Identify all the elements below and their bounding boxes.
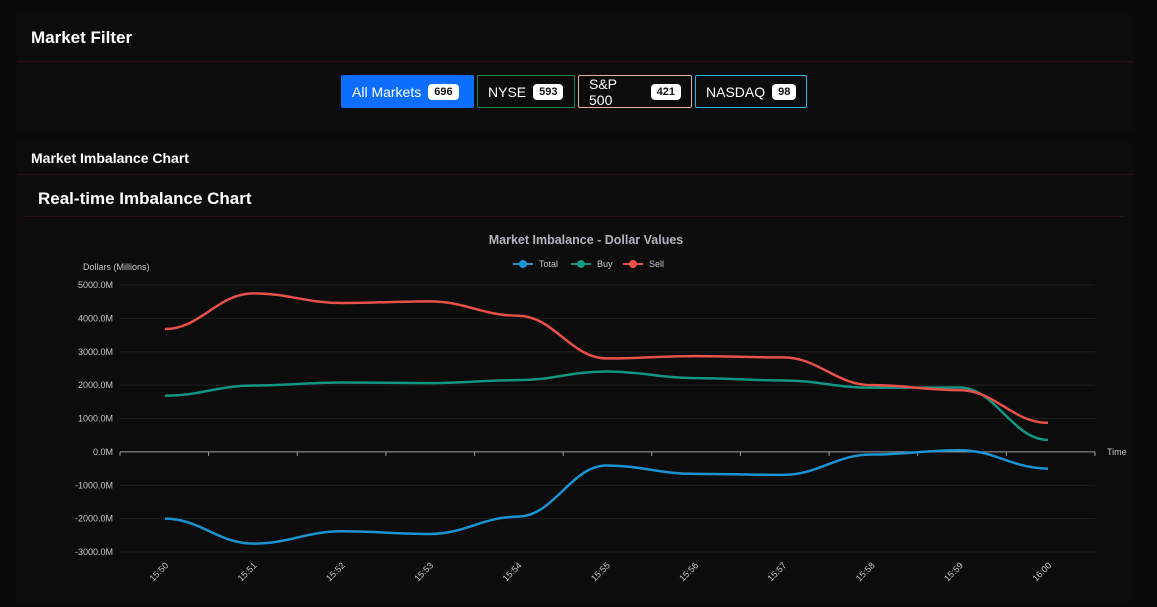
x-tick-label: 15:51 [236, 560, 259, 583]
imbalance-section-title: Market Imbalance Chart [31, 150, 189, 166]
y-tick-label: 5000.0M [78, 280, 113, 290]
legend-marker [629, 260, 637, 268]
y-axis-label: Dollars (Millions) [83, 262, 150, 272]
x-axis-label: Time [1107, 447, 1127, 457]
x-axis [119, 451, 1096, 456]
count-badge: 696 [428, 83, 459, 100]
y-tick-label: -2000.0M [75, 514, 113, 524]
y-tick-label: 0.0M [93, 447, 113, 457]
filter-button-label: NYSE [488, 83, 527, 100]
legend-marker [577, 260, 585, 268]
legend-marker [519, 260, 527, 268]
y-tick-label: 3000.0M [78, 347, 113, 357]
legend-item-total[interactable]: Total [513, 259, 558, 269]
x-tick-label: 15:54 [501, 560, 524, 583]
imbalance-chart-header: Market Imbalance Chart [17, 142, 1133, 175]
y-tick-label: 2000.0M [78, 380, 113, 390]
x-tick-label: 15:58 [854, 560, 877, 583]
x-tick-label: 15:59 [942, 560, 965, 583]
filter-button-label: NASDAQ [706, 83, 766, 100]
y-axis-ticks: 5000.0M 4000.0M 3000.0M 2000.0M 1000.0M 0.0M -… [75, 280, 113, 557]
y-tick-label: 4000.0M [78, 313, 113, 323]
count-badge: 421 [650, 83, 681, 100]
series-line-sell [164, 292, 1049, 425]
y-tick-label: -1000.0M [75, 480, 113, 490]
legend-label: Sell [649, 259, 664, 269]
x-tick-label: 15:56 [677, 560, 700, 583]
filter-nyse-button[interactable]: NYSE 593 [477, 75, 575, 108]
filter-button-label: S&P 500 [589, 75, 617, 108]
chart-grid [120, 284, 1095, 553]
filter-nasdaq-button[interactable]: NASDAQ 98 [695, 75, 807, 108]
x-tick-label: 15:55 [589, 560, 612, 583]
realtime-chart-card: Real-time Imbalance Chart [25, 182, 1125, 597]
market-filter-header: Market Filter [17, 14, 1133, 62]
market-filter-card: Market Filter All Markets 696 NYSE 593 S… [17, 14, 1133, 132]
imbalance-chart-card: Market Imbalance Chart Real-time Imbalan… [17, 142, 1133, 602]
chart-title: Market Imbalance - Dollar Values [489, 233, 684, 247]
legend-item-buy[interactable]: Buy [571, 259, 613, 269]
series-line-buy [164, 370, 1049, 442]
market-filter-buttons: All Markets 696 NYSE 593 S&P 500 421 NAS… [341, 75, 807, 108]
count-badge: 98 [772, 83, 797, 100]
filter-button-label: All Markets [352, 83, 422, 100]
realtime-chart-header: Real-time Imbalance Chart [25, 182, 1125, 217]
legend-label: Total [539, 259, 558, 269]
filter-sp500-button[interactable]: S&P 500 421 [578, 75, 692, 108]
legend-label: Buy [597, 259, 613, 269]
x-tick-label: 15:52 [324, 560, 347, 583]
legend-item-sell[interactable]: Sell [623, 259, 664, 269]
chart-series [164, 292, 1049, 545]
y-tick-label: -3000.0M [75, 547, 113, 557]
series-line-total [164, 448, 1049, 545]
x-tick-label: 15:50 [147, 560, 170, 583]
chart-legend[interactable]: Total Buy Sell [513, 259, 664, 269]
market-filter-title: Market Filter [31, 27, 133, 47]
x-tick-label: 15:57 [766, 560, 789, 583]
realtime-chart-title: Real-time Imbalance Chart [38, 189, 252, 208]
x-tick-label: 16:00 [1030, 560, 1053, 583]
x-axis-ticks: 15:50 15:51 15:52 15:53 15:54 15:55 15:56 15:57… [147, 560, 1053, 583]
filter-all-markets-button[interactable]: All Markets 696 [341, 75, 474, 108]
x-tick-label: 15:53 [412, 560, 435, 583]
y-tick-label: 1000.0M [78, 414, 113, 424]
count-badge: 593 [533, 83, 564, 100]
